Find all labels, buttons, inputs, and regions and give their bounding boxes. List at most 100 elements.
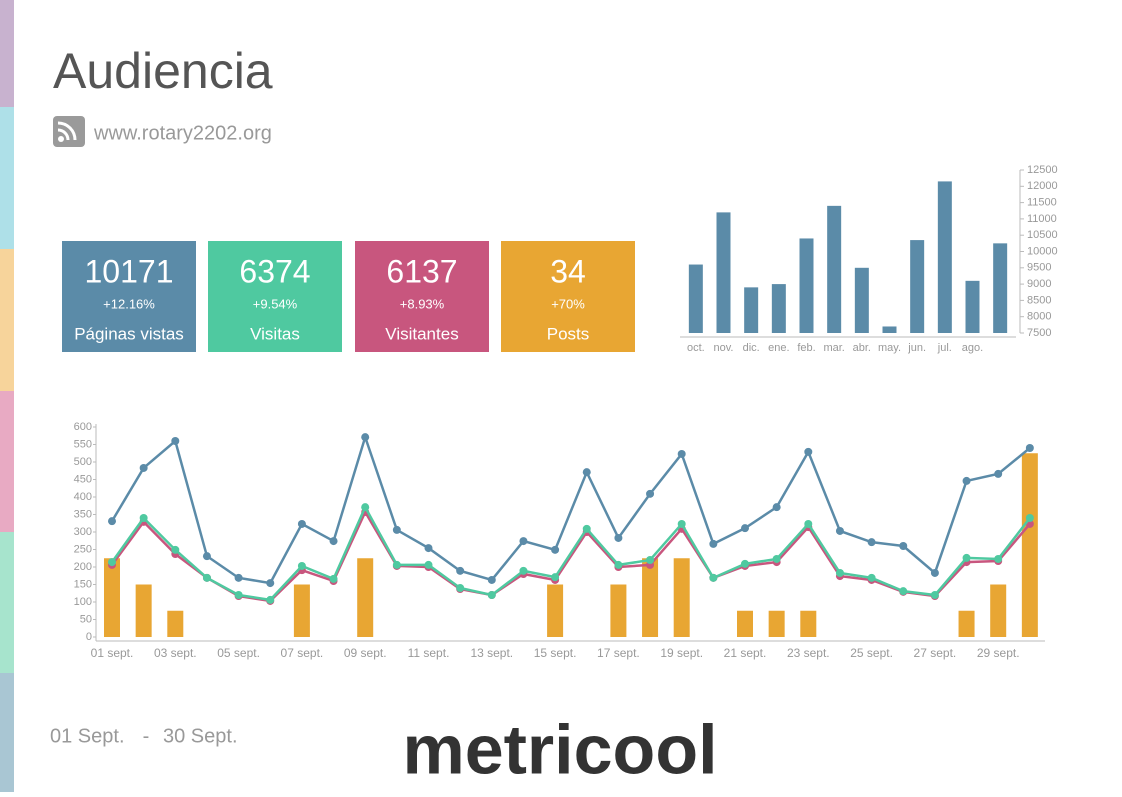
x-tick-label: jul. xyxy=(937,342,952,354)
y-tick-label: 550 xyxy=(74,438,92,450)
y-tick-label: 50 xyxy=(80,613,92,625)
kpi-change: +9.54% xyxy=(253,296,298,311)
point xyxy=(392,525,401,534)
point xyxy=(297,561,306,570)
y-tick-label: 12000 xyxy=(1027,180,1058,192)
kpi-value: 34 xyxy=(550,253,586,289)
point xyxy=(551,545,560,554)
point xyxy=(234,573,243,582)
y-tick-label: 0 xyxy=(86,631,92,643)
point xyxy=(709,539,718,548)
bar xyxy=(771,284,786,333)
y-tick-label: 250 xyxy=(74,543,92,555)
point xyxy=(456,566,465,575)
point xyxy=(614,560,623,569)
x-tick-label: 29 sept. xyxy=(977,646,1020,660)
point xyxy=(361,433,370,442)
point xyxy=(361,503,370,512)
x-tick-label: 11 sept. xyxy=(408,646,450,660)
x-tick-label: abr. xyxy=(853,342,871,354)
post-bar xyxy=(768,610,785,637)
bar xyxy=(910,240,925,333)
x-tick-label: 09 sept. xyxy=(344,646,387,660)
x-tick-label: mar. xyxy=(823,342,844,354)
point xyxy=(582,524,591,533)
point xyxy=(424,560,433,569)
x-tick-label: may. xyxy=(878,342,901,354)
point xyxy=(867,538,876,547)
point xyxy=(677,449,686,458)
x-tick-label: oct. xyxy=(687,342,705,354)
site-url: www.rotary2202.org xyxy=(93,122,272,144)
point xyxy=(202,573,211,582)
x-tick-label: 27 sept. xyxy=(914,646,957,660)
point xyxy=(962,476,971,485)
point xyxy=(614,533,623,542)
point xyxy=(234,591,243,599)
logo: metricool xyxy=(402,710,717,788)
point xyxy=(709,573,718,582)
post-bar xyxy=(800,610,817,637)
point xyxy=(646,556,655,564)
post-bar xyxy=(958,610,975,637)
point xyxy=(772,554,781,563)
point xyxy=(1025,444,1034,452)
bar xyxy=(937,181,952,333)
post-bar xyxy=(104,558,120,637)
y-tick-label: 600 xyxy=(74,421,92,433)
post-bar xyxy=(737,610,753,637)
point xyxy=(646,489,655,498)
point xyxy=(108,558,116,567)
point xyxy=(171,437,180,445)
kpi-card xyxy=(62,241,196,352)
point xyxy=(519,537,528,546)
point xyxy=(297,519,306,528)
point xyxy=(424,544,433,553)
kpi-card xyxy=(208,241,342,352)
point xyxy=(202,552,211,561)
kpi-label: Páginas vistas xyxy=(74,324,184,343)
point xyxy=(804,519,813,528)
kpi-label: Visitas xyxy=(250,324,300,343)
point xyxy=(139,463,148,472)
line xyxy=(110,433,1031,585)
x-tick-label: 13 sept. xyxy=(470,646,513,660)
post-bar xyxy=(547,584,564,637)
point xyxy=(835,568,844,577)
y-tick-label: 450 xyxy=(74,473,92,485)
x-tick-label: ene. xyxy=(768,342,789,354)
point xyxy=(899,587,908,596)
point xyxy=(772,503,781,512)
point xyxy=(899,542,908,550)
kpi-card xyxy=(355,241,489,352)
kpi-value: 10171 xyxy=(85,253,174,289)
x-tick-label: 21 sept. xyxy=(724,646,767,660)
point xyxy=(804,447,813,456)
post-bar xyxy=(990,584,1007,637)
line xyxy=(110,504,1031,602)
y-tick-label: 400 xyxy=(74,491,92,503)
post-bar xyxy=(293,584,310,637)
kpi-change: +70% xyxy=(551,296,585,311)
y-tick-label: 8000 xyxy=(1027,311,1051,323)
point xyxy=(1025,514,1034,522)
kpi-value: 6137 xyxy=(386,253,457,289)
kpi-value: 6374 xyxy=(239,253,310,289)
y-tick-label: 100 xyxy=(74,596,92,608)
post-bar xyxy=(135,584,152,637)
side-strip xyxy=(0,0,14,792)
y-tick-label: 7500 xyxy=(1027,327,1051,339)
point xyxy=(487,591,496,599)
point xyxy=(108,517,116,526)
point xyxy=(677,519,686,528)
post-bar xyxy=(610,584,627,637)
point xyxy=(741,524,749,533)
bar xyxy=(993,243,1008,333)
bar xyxy=(688,264,703,333)
post-bar xyxy=(167,610,184,637)
x-tick-label: 07 sept. xyxy=(281,646,324,660)
point xyxy=(551,573,560,582)
bar xyxy=(854,267,869,333)
y-tick-label: 200 xyxy=(74,561,92,573)
